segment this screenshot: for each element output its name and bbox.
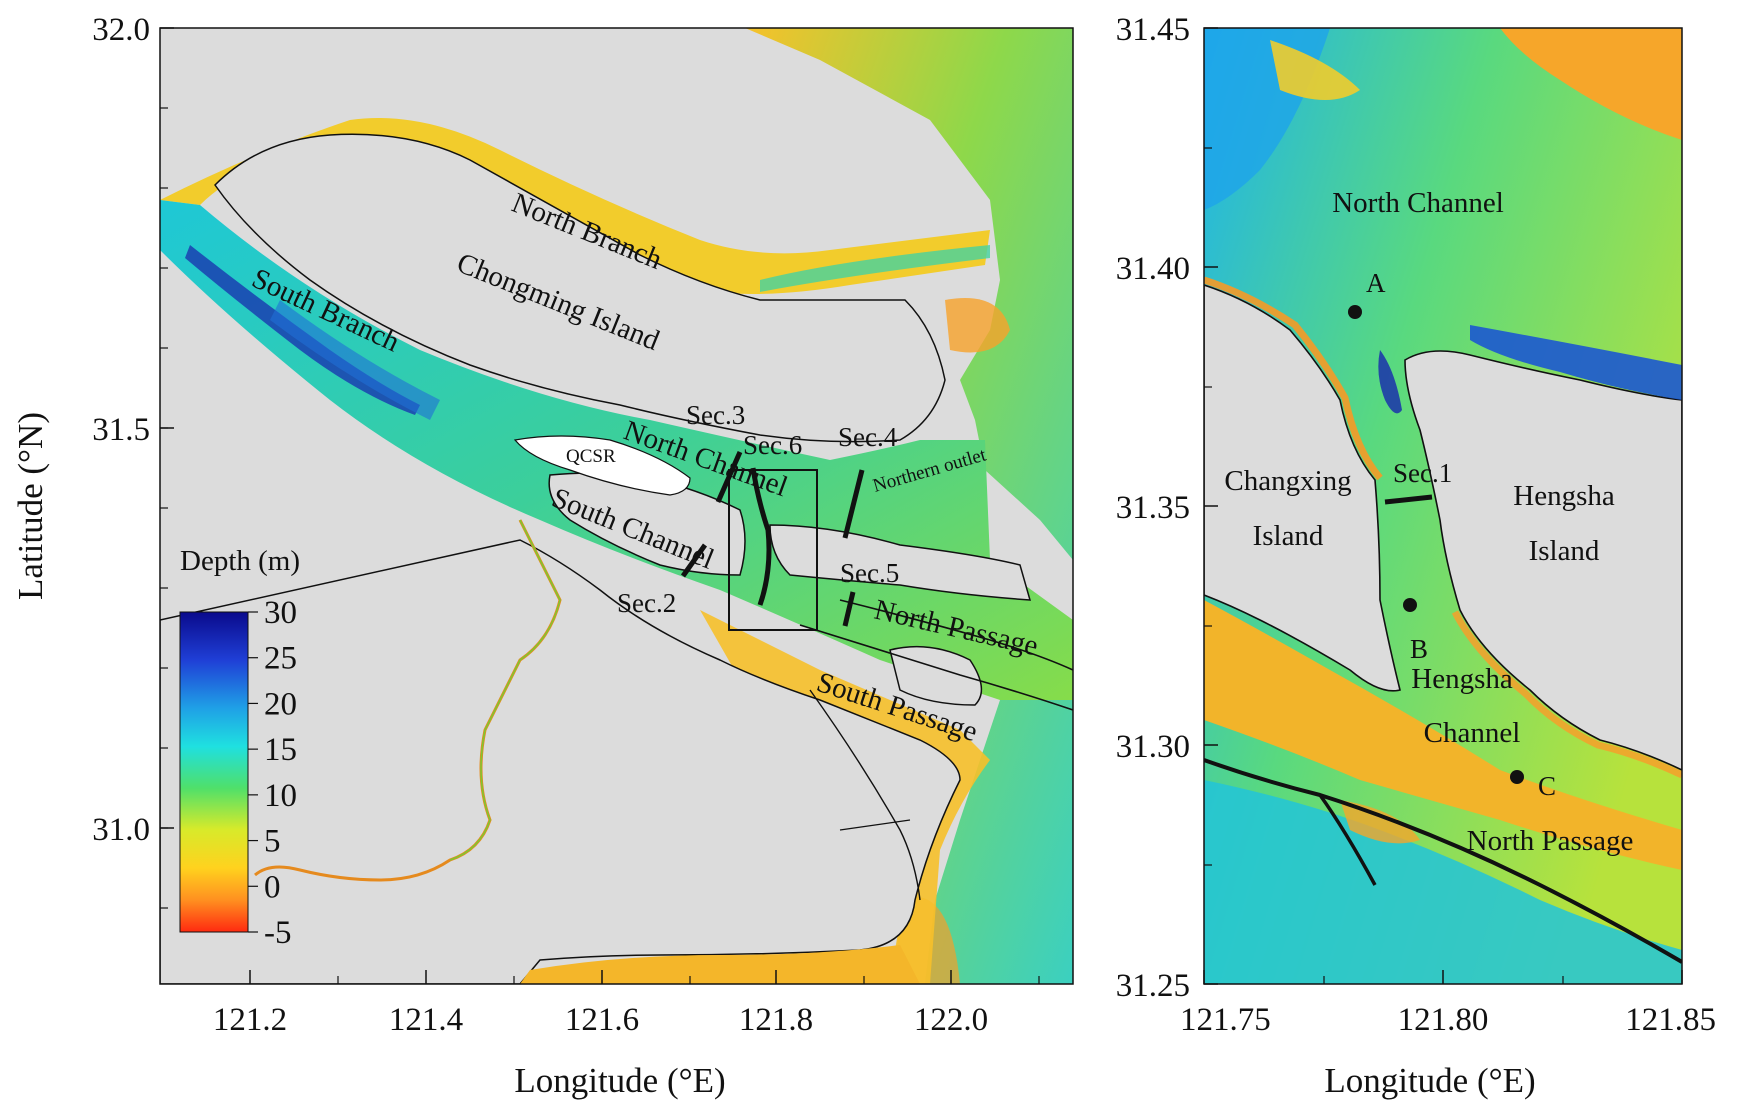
hengsha-island	[1404, 350, 1682, 771]
label-hengsha-channel-1: Hengsha	[1411, 663, 1513, 695]
right-map: North Channel A B C Sec.1 Changxing Isla…	[1204, 28, 1682, 984]
label-changxing-1: Changxing	[1224, 465, 1351, 497]
coastal-dike	[809, 689, 921, 901]
colorbar-tick-label: 15	[264, 732, 297, 768]
colorbar-title: Depth (m)	[180, 545, 300, 577]
left-y-tick-label: 31.0	[92, 812, 150, 848]
deep-water	[1470, 325, 1682, 400]
study-area-box	[728, 469, 818, 631]
label-sec3: Sec.3	[686, 400, 745, 430]
spur-dike	[1318, 793, 1377, 886]
point-a	[1348, 305, 1362, 319]
changxing-island	[1204, 284, 1401, 692]
section-sec2	[680, 543, 708, 578]
colorbar-tick-label: 30	[264, 595, 297, 631]
shoal-patch	[1500, 28, 1682, 140]
left-x-tick-label: 122.0	[914, 1002, 988, 1038]
open-sea	[745, 28, 1073, 984]
label-sec5: Sec.5	[840, 558, 899, 588]
point-b	[1403, 598, 1417, 612]
right-y-tick-label: 31.25	[1116, 968, 1190, 1004]
north-passage-deep	[1204, 780, 1682, 984]
deep-trough	[1378, 350, 1402, 414]
right-xlabel: Longitude (°E)	[1324, 1061, 1535, 1100]
left-y-tick-label: 32.0	[92, 12, 150, 48]
shoal-patch	[945, 298, 1010, 353]
north-passage-dike	[1204, 758, 1682, 964]
section-sec5	[842, 591, 856, 627]
label-qcsr: QCSR	[566, 446, 616, 467]
right-y-tick-label: 31.45	[1116, 12, 1190, 48]
huangpu-river-inner	[449, 519, 561, 861]
colorbar-tick-label: 20	[264, 686, 297, 722]
left-map-frame	[159, 27, 1074, 985]
mainland-coast	[160, 539, 961, 984]
label-sec6: Sec.6	[743, 430, 802, 460]
colorbar-tick-label: 10	[264, 778, 297, 814]
north-passage-dike	[839, 599, 1073, 671]
label-sec1: Sec.1	[1393, 458, 1452, 488]
colorbar-ramp	[179, 611, 249, 933]
south-shelf	[520, 945, 920, 984]
left-xlabel: Longitude (°E)	[514, 1061, 725, 1100]
colorbar: Depth (m) 30 25 20 15 10 5 0 -5	[179, 545, 300, 951]
north-branch-water	[160, 118, 990, 294]
label-changxing-2: Island	[1253, 520, 1324, 552]
jiuduansha-shoal	[889, 645, 983, 706]
left-x-tick-label: 121.2	[213, 1002, 287, 1038]
right-y-tick-label: 31.30	[1116, 729, 1190, 765]
label-point-b: B	[1410, 634, 1428, 664]
label-north-channel-r: North Channel	[1332, 187, 1504, 219]
label-hengsha-2: Island	[1529, 535, 1600, 567]
point-c	[1510, 770, 1524, 784]
label-hengsha-1: Hengsha	[1513, 480, 1615, 512]
label-sec2: Sec.2	[617, 588, 676, 618]
left-x-tick-label: 121.8	[739, 1002, 813, 1038]
label-point-a: A	[1366, 268, 1386, 298]
left-x-tick-label: 121.4	[389, 1002, 463, 1038]
right-x-tick-label: 121.75	[1180, 1002, 1271, 1038]
hengsha-island	[769, 524, 1032, 601]
deep-trough	[270, 300, 440, 420]
chongming-island	[214, 133, 946, 443]
shore-shallow	[1204, 276, 1383, 481]
colorbar-tick-label: 0	[264, 869, 281, 905]
colorbar-tick-label: 25	[264, 641, 297, 677]
right-x-tick-label: 121.80	[1398, 1002, 1489, 1038]
left-map: North Branch Chongming Island South Bran…	[160, 28, 1073, 984]
section-sec1	[1384, 494, 1433, 505]
label-point-c: C	[1538, 771, 1556, 801]
colorbar-tick-label: 5	[264, 824, 281, 860]
label-sec4: Sec.4	[838, 422, 898, 452]
colorbar-tick-label: -5	[264, 915, 292, 951]
north-passage-shoal	[1204, 600, 1682, 870]
bank-patch	[1340, 800, 1420, 844]
shoal-patch	[1270, 40, 1360, 100]
north-branch-deep	[760, 245, 990, 292]
label-hengsha-channel-2: Channel	[1424, 717, 1521, 749]
label-north-passage-r: North Passage	[1467, 825, 1634, 857]
right-y-tick-label: 31.35	[1116, 490, 1190, 526]
section-sec3	[715, 450, 743, 504]
section-sec4	[842, 469, 865, 539]
right-y-tick-label: 31.40	[1116, 251, 1190, 287]
north-passage-dike	[799, 624, 1073, 711]
coastal-dike	[839, 819, 911, 831]
hengsha-shore-shallow	[1451, 610, 1682, 779]
right-x-tick-label: 121.85	[1625, 1002, 1716, 1038]
left-x-tick-label: 121.6	[565, 1002, 639, 1038]
left-ylabel: Latitude (°N)	[11, 412, 50, 600]
left-y-tick-label: 31.5	[92, 412, 150, 448]
section-sec6	[750, 467, 772, 606]
qcsr-reservoir	[513, 435, 691, 496]
